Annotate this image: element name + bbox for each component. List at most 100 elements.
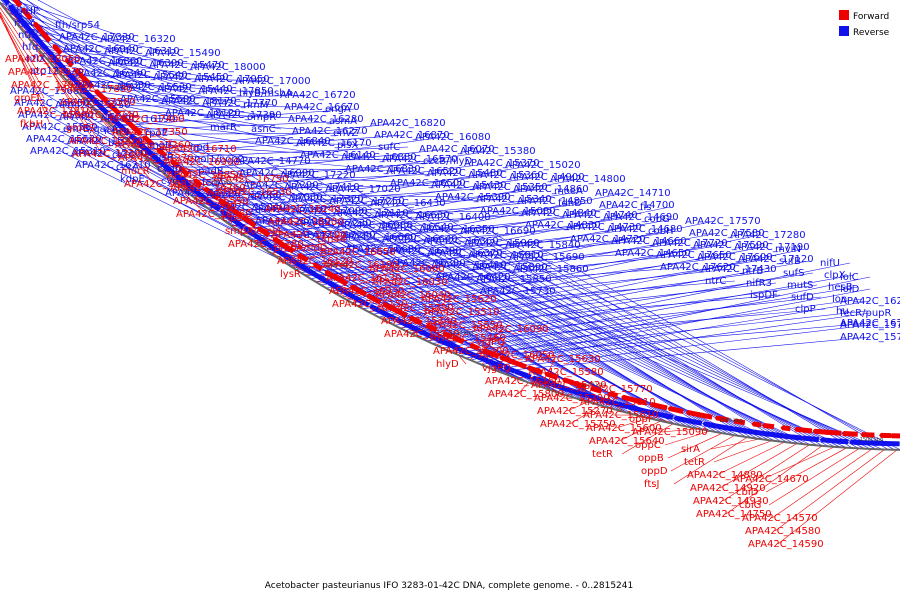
reverse-gene-label: APA42C_17590 (693, 240, 769, 251)
forward-gene-label: APA42C_17560 (60, 97, 136, 108)
forward-gene-label: APA42C_15610 (583, 410, 659, 421)
reverse-gene-label: APA42C_17090 (292, 206, 368, 217)
reverse-gene-label: APA42C_15590 (18, 110, 94, 121)
reverse-leader-line (378, 246, 765, 318)
reverse-leader-line (493, 242, 859, 449)
reverse-leader-line (10, 16, 151, 100)
reverse-gene-label: sufC (378, 142, 400, 153)
forward-gene-label: mucR (121, 166, 150, 177)
reverse-gene-label: APA42C_14770 (235, 156, 311, 167)
reverse-gene-label: APA42C_17650 (656, 250, 732, 261)
forward-gene-label: APA42C_16760 (170, 183, 246, 194)
reverse-gene-label: ntrC (705, 276, 726, 287)
forward-gene-block (482, 348, 500, 359)
forward-leader-line (670, 435, 735, 472)
reverse-gene-label: APA42C_15960 (464, 238, 540, 249)
reverse-gene-label: APA42C_15360 (468, 170, 544, 181)
forward-gene-block (350, 284, 367, 297)
reverse-gene-label: APA42C_17020 (325, 184, 401, 195)
reverse-gene-label: APA42C_16540 (378, 222, 454, 233)
reverse-leader-line (99, 113, 323, 132)
reverse-gene-label: APA42C_15500 (120, 94, 196, 105)
forward-gene-label: APA42C_15710 (384, 329, 460, 340)
reverse-leader-line (497, 254, 865, 449)
reverse-gene-label: cydD (157, 164, 183, 175)
forward-leader-line (765, 447, 848, 493)
reverse-gene-label: APA42C_17600 (697, 252, 773, 263)
reverse-gene-label: lolC (840, 272, 859, 283)
reverse-gene-label: clpP (795, 304, 816, 315)
reverse-gene-label: mviN (775, 244, 801, 255)
reverse-gene-block (360, 299, 370, 308)
reverse-gene-label: ntrX (18, 30, 39, 41)
reverse-leader-line (444, 216, 818, 446)
reverse-gene-label: APA42C_16210 (75, 160, 151, 171)
reverse-gene-block (131, 135, 147, 151)
reverse-gene-label: APA42C_16220 (840, 296, 900, 307)
forward-gene-block (509, 359, 528, 370)
reverse-gene-block (819, 437, 832, 444)
reverse-leader-line (37, 0, 86, 26)
reverse-gene-label: APA42C_16400 (415, 212, 491, 223)
scale-tick-label: 1700 kbp (325, 263, 349, 269)
forward-leader-line (271, 238, 348, 254)
forward-gene-label: APA42C_17360 (72, 149, 148, 160)
forward-gene-block (128, 122, 143, 136)
reverse-leader-line (78, 92, 282, 130)
reverse-leader-line (207, 186, 503, 209)
reverse-gene-block (246, 228, 263, 242)
forward-gene-label: vjgPQ (482, 363, 511, 374)
reverse-leader-line (160, 170, 421, 184)
reverse-gene-label: APA42C_15650 (14, 98, 90, 109)
reverse-gene-block (66, 71, 77, 83)
reverse-leader-line (151, 158, 413, 163)
reverse-gene-label: nifU (820, 258, 840, 269)
reverse-gene-label: nol1/nop2 (194, 154, 244, 165)
reverse-gene-block (372, 305, 390, 318)
reverse-leader-line (69, 83, 274, 106)
reverse-gene-label: APA42C_14690 (603, 212, 679, 223)
reverse-leader-line (442, 274, 855, 349)
reverse-leader-line (174, 160, 454, 183)
forward-gene-label: APA42C_15640 (589, 436, 665, 447)
reverse-gene-label: APA42C_16988 (337, 220, 413, 231)
reverse-gene-label: hesB (828, 282, 853, 293)
forward-leader-line (664, 430, 711, 446)
forward-gene-label: APA42C_16040 (375, 290, 451, 301)
reverse-gene-block (100, 106, 110, 116)
forward-gene-block (227, 204, 244, 219)
forward-gene-label: APA42C_16130 (326, 273, 402, 284)
reverse-gene-label: lolD (840, 284, 860, 295)
forward-gene-label: APA42C_16120 (277, 256, 353, 267)
reverse-gene-label: APA42C_17950 (194, 74, 270, 85)
reverse-gene-label: sufD (791, 292, 814, 303)
reverse-gene-block (196, 191, 208, 202)
reverse-gene-label: APA42C_18170 (161, 96, 237, 107)
forward-gene-label: APA42C_15790 (378, 303, 454, 314)
reverse-gene-label: APA42C_16990 (239, 168, 315, 179)
reverse-leader-line (18, 0, 45, 24)
forward-gene-label: oppB (638, 453, 664, 464)
forward-gene-block (780, 425, 791, 432)
forward-leader-line (667, 432, 723, 459)
forward-gene-label: clpB (222, 213, 244, 224)
reverse-leader-line (407, 226, 794, 444)
forward-gene-label: APA42C_16030 (372, 277, 448, 288)
reverse-gene-label: APA42C_15690 (509, 252, 585, 263)
reverse-gene-label: asmA (329, 116, 357, 127)
reverse-gene-label: clpX (824, 270, 846, 281)
forward-gene-label: APA42C_16810 (124, 179, 200, 190)
reverse-gene-label: nifR3 (746, 278, 772, 289)
reverse-leader-line (61, 74, 266, 82)
scale-tick-label: 1750 kbp (210, 181, 234, 187)
forward-gene-block (751, 421, 762, 428)
forward-gene-label: oppD (641, 466, 668, 477)
forward-gene-label: APA42C_17100 (271, 230, 347, 241)
reverse-gene-block (626, 404, 641, 413)
reverse-gene-label: APA42C_14720 (570, 234, 646, 245)
reverse-gene-block (616, 401, 629, 410)
reverse-leader-line (129, 142, 372, 158)
forward-leader-line (762, 446, 835, 480)
forward-leader-line (722, 444, 810, 502)
forward-gene-label: APA42C_14880 (687, 470, 763, 481)
